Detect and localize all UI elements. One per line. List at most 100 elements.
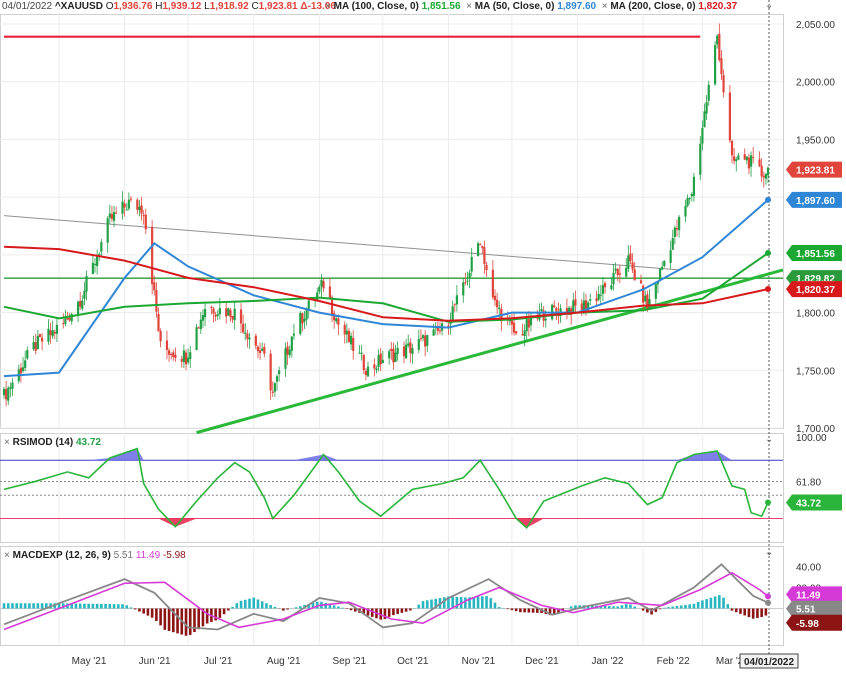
candle-body (498, 307, 501, 309)
candle-body (553, 305, 556, 308)
candle-body (377, 355, 380, 367)
macd-axis-tick-label: 40.00 (796, 563, 821, 574)
macd-histogram-bar (464, 597, 467, 609)
candle-body (174, 354, 177, 358)
macd-histogram-bar (163, 608, 167, 630)
candle-body (584, 300, 588, 310)
time-axis-tick-label: Dec '21 (525, 656, 559, 667)
candle-body (64, 318, 67, 324)
candle-body (610, 285, 613, 290)
macd-value-label-text: 5.51 (796, 605, 816, 616)
candle-body (142, 214, 145, 216)
macd-histogram-bar (480, 596, 484, 609)
macd-histogram-bar (235, 603, 239, 609)
candle-body (764, 173, 767, 179)
candle-body (271, 391, 274, 393)
macd-histogram-bar (383, 608, 387, 620)
macd-histogram-bar (70, 603, 74, 609)
macd-histogram-bar (425, 600, 429, 609)
candle-body (180, 358, 183, 362)
macd-histogram-bar (624, 604, 628, 609)
macd-histogram-bar (552, 608, 556, 615)
macd-title: MACDEXP (12, 26, 9) (12, 550, 111, 561)
candle-body (138, 206, 141, 211)
remove-rsi-icon[interactable]: × (4, 437, 10, 448)
candle-body (491, 269, 494, 298)
time-axis-tick-label: Sep '21 (333, 656, 367, 667)
macd-histogram-bar (176, 608, 179, 634)
macd-histogram-bar (747, 608, 751, 618)
time-axis-tick-label: Jun '21 (139, 656, 171, 667)
macd-histogram-bar (252, 597, 256, 609)
candle-body (523, 330, 526, 337)
rsi-last-value: 43.72 (75, 437, 101, 448)
macd-histogram-bar (11, 603, 14, 609)
remove-macd-icon[interactable]: × (4, 550, 10, 561)
macd-menu-chevron-down-icon[interactable]: ⌄ (765, 547, 774, 558)
rsi-value-label-tag (786, 494, 842, 511)
price-header: 04/01/2022 ^XAUUSD O1,936.76 H1,939.12 L… (2, 1, 336, 12)
candle-body (345, 330, 348, 335)
macd-histogram-bar (531, 608, 535, 613)
macd-histogram-bar (32, 603, 35, 609)
ma200-label: MA (200, Close, 0) (610, 1, 696, 12)
candle-body (358, 352, 361, 354)
remove-ma100-icon[interactable]: × (325, 1, 331, 12)
candle-body (625, 267, 628, 277)
candle-body (303, 318, 306, 322)
candle-body (227, 308, 230, 316)
candle-body (337, 318, 340, 325)
macd-histogram-bar (23, 603, 27, 609)
macd-histogram-bar (616, 606, 620, 609)
candle-body (197, 327, 200, 329)
macd-histogram-bar (273, 606, 277, 609)
candle-body (239, 309, 243, 324)
macd-histogram-bar (167, 608, 171, 632)
macd-histogram-bar (269, 605, 272, 609)
header-l-key: L (204, 1, 210, 12)
candle-body (409, 342, 412, 353)
remove-ma50-icon[interactable]: × (466, 1, 472, 12)
candle-body (5, 388, 8, 400)
macd-histogram-bar (510, 608, 514, 611)
candle-body (749, 155, 753, 167)
candle-body (199, 319, 202, 330)
candle-body (121, 201, 124, 214)
macd-histogram-bar (307, 603, 311, 609)
macd-histogram-bar (434, 598, 438, 609)
macd-histogram-bar (362, 608, 366, 615)
price-label-tag (786, 191, 842, 208)
candle-body (96, 256, 99, 267)
macd-histogram-bar (409, 608, 412, 611)
macd-histogram-bar (557, 608, 560, 613)
remove-ma200-icon[interactable]: × (601, 1, 608, 12)
macd-histogram-bar (760, 608, 763, 617)
candle-body (392, 348, 395, 363)
candle-body (100, 242, 103, 252)
candle-body (203, 308, 207, 318)
macd-histogram-bar (629, 604, 632, 609)
macd-hist-value-label-tag (786, 614, 842, 631)
rsi-menu-chevron-down-icon[interactable]: ⌄ (765, 434, 774, 445)
macd-histogram-bar (112, 604, 116, 609)
candle-body (352, 338, 355, 351)
macd-histogram-bar (569, 606, 573, 609)
candle-body (601, 285, 605, 294)
candle-body (182, 350, 185, 363)
time-axis-tick-label: Nov '21 (462, 656, 496, 667)
macd-histogram-bar (599, 605, 603, 609)
macd-histogram-bar (578, 605, 581, 609)
macd-histogram-bar (104, 603, 107, 609)
candle-body (112, 212, 116, 221)
candle-body (299, 312, 302, 334)
chevron-down-icon[interactable]: ⌄ (765, 0, 774, 11)
candle-body (108, 213, 111, 218)
candle-body (328, 286, 332, 299)
candle-body (743, 154, 746, 160)
candle-body (170, 354, 173, 356)
candle-body (7, 387, 10, 401)
macd-histogram-bar (370, 608, 374, 617)
candle-body (589, 299, 592, 301)
macd-histogram-bar (654, 608, 658, 612)
